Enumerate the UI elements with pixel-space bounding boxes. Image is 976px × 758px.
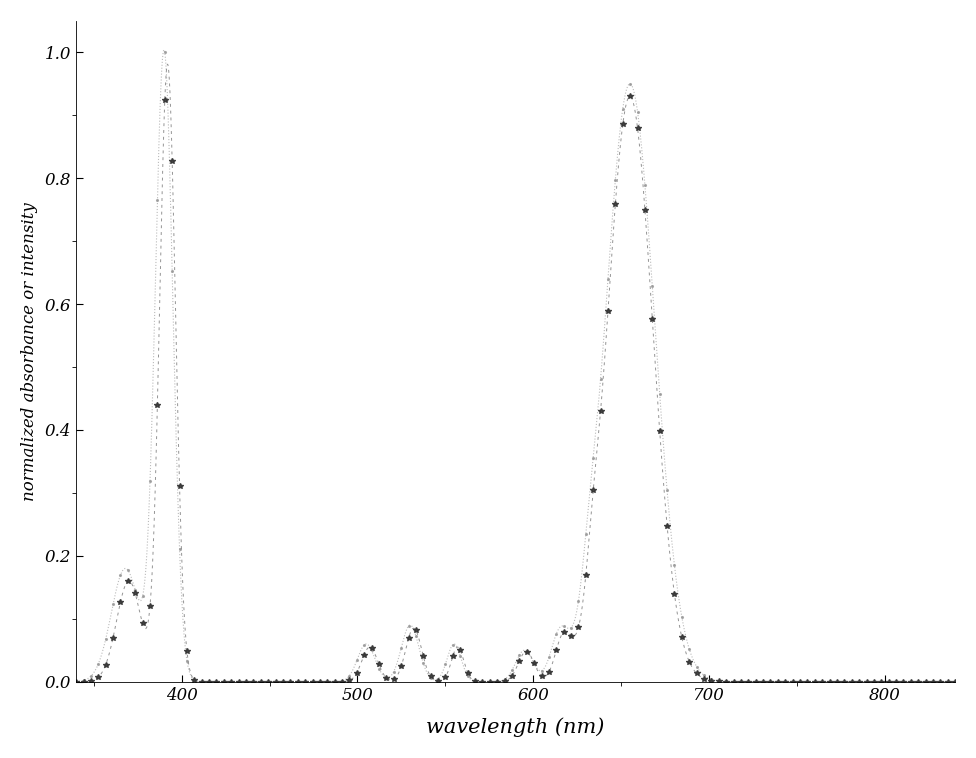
X-axis label: wavelength (nm): wavelength (nm) bbox=[427, 718, 605, 738]
Y-axis label: normalized absorbance or intensity: normalized absorbance or intensity bbox=[20, 202, 38, 501]
